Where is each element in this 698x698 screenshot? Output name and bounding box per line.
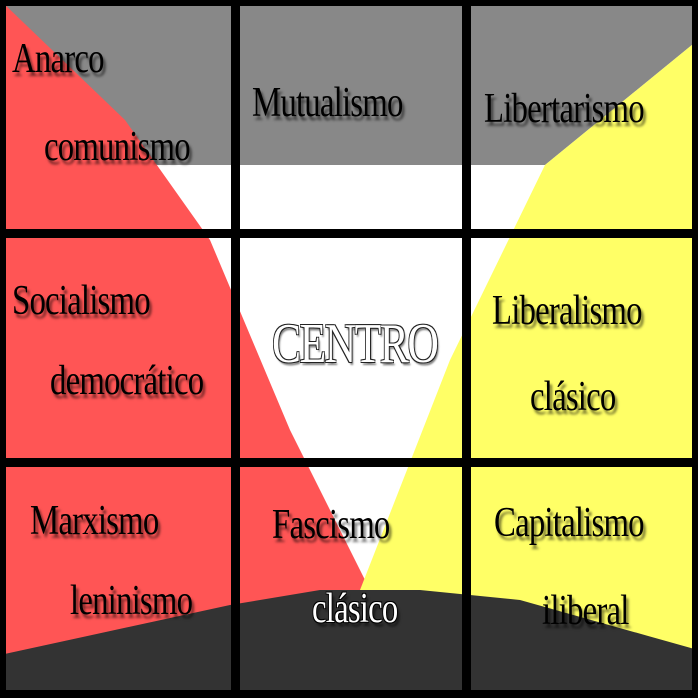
label-liberalismo: Liberalismo <box>492 288 643 334</box>
label-mutualismo: Mutualismo <box>252 80 403 126</box>
red-region <box>0 0 370 698</box>
grid-line-top <box>0 0 698 6</box>
grid-line-bottom <box>0 690 698 698</box>
dark-region <box>0 590 698 698</box>
label-leninismo: leninismo <box>70 578 193 624</box>
label-iliberal: iliberal <box>542 588 629 634</box>
label-clasico-bottom: clásico <box>312 586 398 632</box>
gray-region <box>0 0 698 165</box>
label-anarco: Anarco <box>12 36 105 82</box>
grid-line-v1 <box>231 0 240 698</box>
label-centro: CENTRO <box>272 313 439 375</box>
label-comunismo: comunismo <box>44 124 191 170</box>
label-capitalismo: Capitalismo <box>494 500 645 546</box>
yellow-region <box>360 40 698 650</box>
grid-line-right <box>692 0 698 698</box>
label-democratico: democrático <box>50 358 204 404</box>
label-fascismo: Fascismo <box>272 502 390 548</box>
grid-line-h1 <box>0 229 698 238</box>
label-marxismo: Marxismo <box>30 498 159 544</box>
label-clasico-middle: clásico <box>530 374 616 420</box>
label-libertarismo: Libertarismo <box>484 86 645 132</box>
label-socialismo: Socialismo <box>12 278 151 324</box>
grid-line-h2 <box>0 458 698 467</box>
grid-line-v2 <box>462 0 471 698</box>
grid-line-left <box>0 0 6 698</box>
